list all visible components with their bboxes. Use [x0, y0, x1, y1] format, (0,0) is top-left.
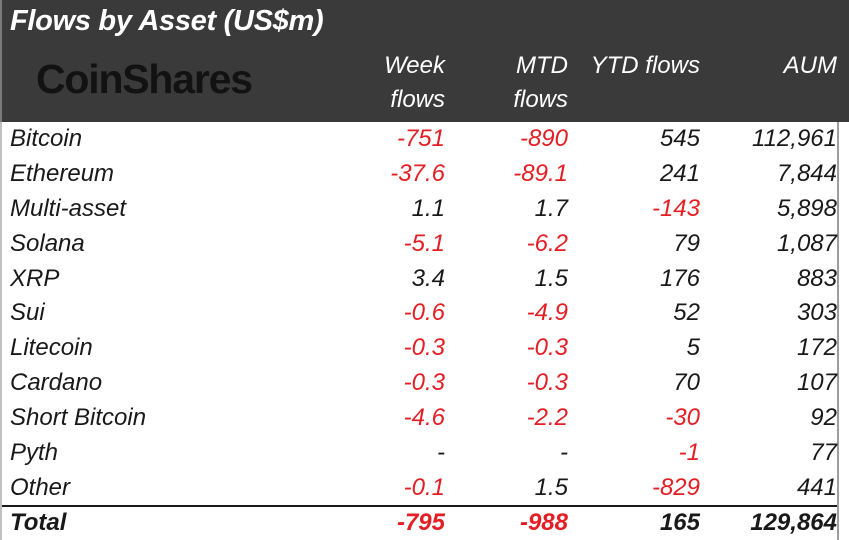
ytd-flows-value: 52: [673, 299, 700, 327]
week-flows-value: -0.3: [403, 334, 445, 362]
table-row: Cardano -0.3 -0.3 70 107: [2, 366, 837, 401]
mtd-flows-value: -: [560, 438, 568, 466]
ytd-flows-value: 241: [659, 160, 700, 188]
table-row: Litecoin -0.3 -0.3 5 172: [2, 331, 837, 366]
week-flows-value: -5.1: [403, 229, 445, 257]
total-week-flows-value: -795: [396, 509, 445, 537]
column-header-aum-line2: AUM: [783, 52, 837, 79]
total-ytd-flows-value: 165: [659, 509, 700, 537]
week-flows-value: 1.1: [411, 195, 445, 223]
table-row: Pyth - - -1 77: [2, 435, 837, 470]
asset-name: Pyth: [10, 438, 59, 466]
asset-name: Other: [10, 473, 71, 501]
column-header-ytd-line2: YTD flows: [590, 52, 700, 79]
mtd-flows-value: -0.3: [526, 334, 568, 362]
table-row: Solana -5.1 -6.2 79 1,087: [2, 226, 837, 261]
asset-name: Cardano: [10, 369, 103, 397]
week-flows-value: -0.6: [403, 299, 445, 327]
total-aum-value: 129,864: [750, 509, 837, 537]
week-flows-value: -37.6: [390, 160, 445, 188]
ytd-flows-value: 176: [659, 264, 700, 292]
asset-name: XRP: [10, 264, 60, 292]
aum-value: 7,844: [776, 160, 837, 188]
mtd-flows-value: -2.2: [526, 403, 568, 431]
asset-name: Litecoin: [10, 334, 93, 362]
ytd-flows-value: 545: [659, 125, 700, 153]
ytd-flows-value: -1: [678, 438, 700, 466]
column-header-week-line1: Week: [384, 52, 445, 79]
aum-value: 172: [796, 334, 837, 362]
table-row: Multi-asset 1.1 1.7 -143 5,898: [2, 192, 837, 227]
asset-name: Multi-asset: [10, 195, 127, 223]
column-header-ytd-flows: YTD flows: [568, 49, 700, 117]
column-headers: Week flows MTD flows YTD flows AUM: [2, 49, 837, 117]
column-header-mtd-line1: MTD: [516, 52, 568, 79]
ytd-flows-value: 5: [686, 334, 700, 362]
aum-value: 92: [810, 403, 837, 431]
page-title: Flows by Asset (US$m): [10, 5, 324, 37]
asset-name: Ethereum: [10, 160, 115, 188]
coinshares-logo: CoinShares: [36, 56, 253, 102]
table-row: Short Bitcoin -4.6 -2.2 -30 92: [2, 401, 837, 436]
mtd-flows-value: 1.5: [534, 264, 568, 292]
table-body: Bitcoin -751 -890 545 112,961 Ethereum -…: [2, 122, 837, 505]
total-label: Total: [10, 509, 67, 537]
aum-value: 1,087: [776, 229, 837, 257]
asset-name: Solana: [10, 229, 85, 257]
table-row: Sui -0.6 -4.9 52 303: [2, 296, 837, 331]
table-left-border: [0, 0, 2, 540]
total-mtd-flows-value: -988: [519, 509, 568, 537]
table-row: XRP 3.4 1.5 176 883: [2, 261, 837, 296]
aum-value: 77: [810, 438, 837, 466]
aum-value: 303: [796, 299, 837, 327]
asset-name: Bitcoin: [10, 125, 83, 153]
aum-value: 883: [796, 264, 837, 292]
asset-name: Short Bitcoin: [10, 403, 147, 431]
mtd-flows-value: -89.1: [513, 160, 568, 188]
aum-value: 112,961: [752, 125, 837, 153]
table-row: Bitcoin -751 -890 545 112,961: [2, 122, 837, 157]
aum-value: 441: [796, 473, 837, 501]
mtd-flows-value: -6.2: [526, 229, 568, 257]
column-header-mtd-flows: MTD flows: [445, 49, 568, 117]
week-flows-value: -0.1: [403, 473, 445, 501]
ytd-flows-value: 70: [673, 369, 700, 397]
column-header-spacer: [2, 49, 312, 117]
ytd-flows-value: -143: [651, 195, 700, 223]
week-flows-value: -: [437, 438, 445, 466]
table-body-wrap: Bitcoin -751 -890 545 112,961 Ethereum -…: [2, 122, 839, 540]
ytd-flows-value: 79: [673, 229, 700, 257]
aum-value: 107: [796, 369, 837, 397]
mtd-flows-value: 1.5: [534, 473, 568, 501]
table-row: Other -0.1 1.5 -829 441: [2, 470, 837, 505]
mtd-flows-value: -0.3: [526, 369, 568, 397]
ytd-flows-value: -829: [651, 473, 700, 501]
table-row: Ethereum -37.6 -89.1 241 7,844: [2, 157, 837, 192]
column-header-week-flows: Week flows: [312, 49, 445, 117]
ytd-flows-value: -30: [665, 403, 700, 431]
week-flows-value: -4.6: [403, 403, 445, 431]
week-flows-value: -0.3: [403, 369, 445, 397]
mtd-flows-value: 1.7: [534, 195, 568, 223]
asset-name: Sui: [10, 299, 45, 327]
column-header-mtd-line2: flows: [513, 86, 568, 113]
aum-value: 5,898: [776, 195, 837, 223]
mtd-flows-value: -4.9: [526, 299, 568, 327]
total-row: Total -795 -988 165 129,864: [2, 504, 837, 540]
column-header-aum: AUM: [700, 49, 837, 117]
mtd-flows-value: -890: [519, 125, 568, 153]
week-flows-value: 3.4: [411, 264, 445, 292]
table-header: Flows by Asset (US$m) CoinShares Week fl…: [0, 0, 849, 122]
week-flows-value: -751: [396, 125, 445, 153]
column-header-week-line2: flows: [390, 86, 445, 113]
